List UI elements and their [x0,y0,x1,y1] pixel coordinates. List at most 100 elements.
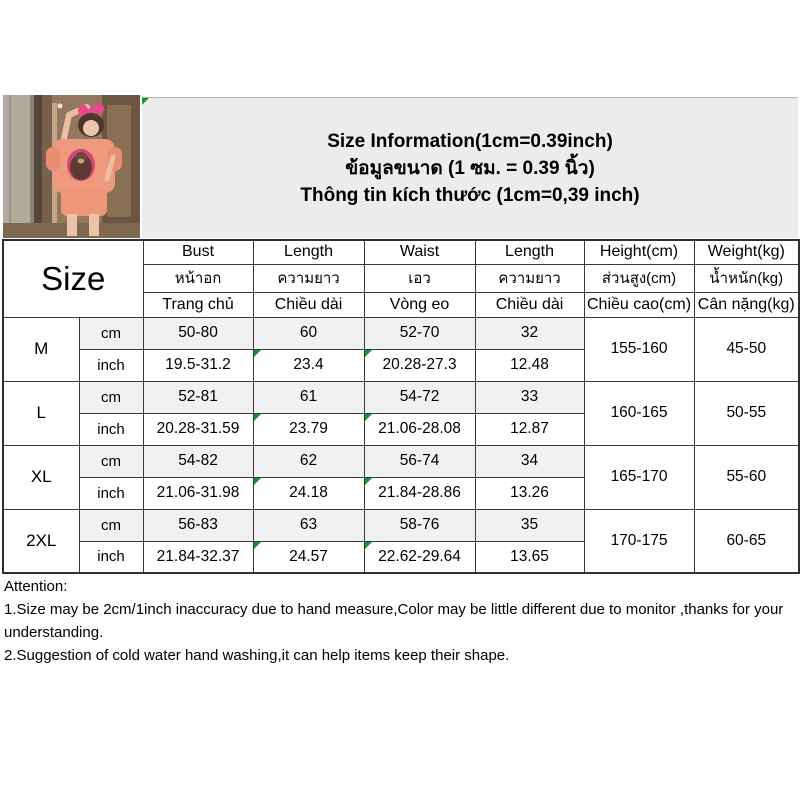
header-length2-en: Length [474,239,585,265]
value-cell: 62 [252,444,365,478]
value-cell: 12.87 [474,412,585,446]
unit-cell: inch [78,476,144,510]
unit-cell: inch [78,540,144,574]
size-table: Size Bust Length Waist Length Height(cm)… [2,239,800,574]
value-cell: 54-82 [142,444,254,478]
size-cell-2xl: 2XL [2,508,80,574]
header-waist-th: เอว [363,263,476,293]
header-height-vi: Chiều cao(cm) [583,291,695,318]
title-en: Size Information(1cm=0.39inch) [327,130,613,152]
header-bust-vi: Trang chủ [142,291,254,318]
unit-cell: cm [78,508,144,542]
value-cell: 21.06-31.98 [142,476,254,510]
weight-cell: 50-55 [693,380,800,446]
value-cell: 19.5-31.2 [142,348,254,382]
header-height-en: Height(cm) [583,239,695,265]
header-bust-en: Bust [142,239,254,265]
header-length-en: Length [252,239,365,265]
value-cell: 21.06-28.08 [363,412,476,446]
header-length2-vi: Chiều dài [474,291,585,318]
value-cell: 54-72 [363,380,476,414]
value-cell: 35 [474,508,585,542]
value-cell: 33 [474,380,585,414]
unit-cell: inch [78,412,144,446]
height-cell: 160-165 [583,380,695,446]
height-cell: 155-160 [583,316,695,382]
flag-triangle-icon [254,350,261,357]
value-cell: 13.26 [474,476,585,510]
headband [77,108,104,117]
value-cell: 58-76 [363,508,476,542]
value-cell: 12.48 [474,348,585,382]
leg [67,214,77,236]
unit-cell: cm [78,380,144,414]
attention-line-1: 1.Size may be 2cm/1inch inaccuracy due t… [4,601,784,641]
value-cell: 24.18 [252,476,365,510]
value-cell: 23.4 [252,348,365,382]
leg [89,214,99,236]
size-cell-m: M [2,316,80,382]
unit-cell: cm [78,444,144,478]
weight-cell: 60-65 [693,508,800,574]
left-arm [104,154,116,182]
header-length-th: ความยาว [252,263,365,293]
value-cell: 24.57 [252,540,365,574]
header-waist-en: Waist [363,239,476,265]
value-cell: 56-74 [363,444,476,478]
value-cell: 52-81 [142,380,254,414]
flag-triangle-icon [254,478,261,485]
attention-title: Attention: [4,578,68,595]
value-cell: 63 [252,508,365,542]
weight-cell: 55-60 [693,444,800,510]
value-cell: 22.62-29.64 [363,540,476,574]
flag-triangle-icon [254,414,261,421]
header-weight-en: Weight(kg) [693,239,800,265]
title-vi: Thông tin kích thước (1cm=0,39 inch) [300,184,640,206]
value-cell: 20.28-31.59 [142,412,254,446]
pajama-shorts [61,189,107,216]
value-cell: 13.65 [474,540,585,574]
header-height-th: ส่วนสูง(cm) [583,263,695,293]
value-cell: 21.84-28.86 [363,476,476,510]
flag-triangle-icon [254,542,261,549]
value-cell: 60 [252,316,365,350]
title-box: Size Information(1cm=0.39inch) ข้อมูลขนา… [142,97,798,238]
header-bust-th: หน้าอก [142,263,254,293]
flag-triangle-icon [365,414,372,421]
hallway-scene [3,95,140,238]
value-cell: 52-70 [363,316,476,350]
header-length2-th: ความยาว [474,263,585,293]
attention-line-2: 2.Suggestion of cold water hand washing,… [4,647,510,664]
bear-print [70,154,92,180]
size-header: Size [2,239,144,318]
product-photo [3,95,140,238]
attention-notes: Attention: 1.Size may be 2cm/1inch inacc… [4,575,797,667]
ceiling-light [57,103,63,109]
size-cell-xl: XL [2,444,80,510]
value-cell: 20.28-27.3 [363,348,476,382]
height-cell: 170-175 [583,508,695,574]
value-cell: 21.84-32.37 [142,540,254,574]
value-cell: 23.79 [252,412,365,446]
weight-cell: 45-50 [693,316,800,382]
flag-triangle-icon [142,98,149,105]
size-cell-l: L [2,380,80,446]
unit-cell: cm [78,316,144,350]
header-waist-vi: Vòng eo [363,291,476,318]
flag-triangle-icon [365,542,372,549]
model-figure [46,103,122,236]
flag-triangle-icon [365,350,372,357]
title-th: ข้อมูลขนาด (1 ซม. = 0.39 นิ้ว) [345,157,595,179]
flag-triangle-icon [365,478,372,485]
value-cell: 61 [252,380,365,414]
value-cell: 50-80 [142,316,254,350]
height-cell: 165-170 [583,444,695,510]
header-length-vi: Chiều dài [252,291,365,318]
face [83,120,99,136]
value-cell: 56-83 [142,508,254,542]
header-weight-vi: Cân nặng(kg) [693,291,800,318]
unit-cell: inch [78,348,144,382]
value-cell: 32 [474,316,585,350]
header-weight-th: น้ำหนัก(kg) [693,263,800,293]
